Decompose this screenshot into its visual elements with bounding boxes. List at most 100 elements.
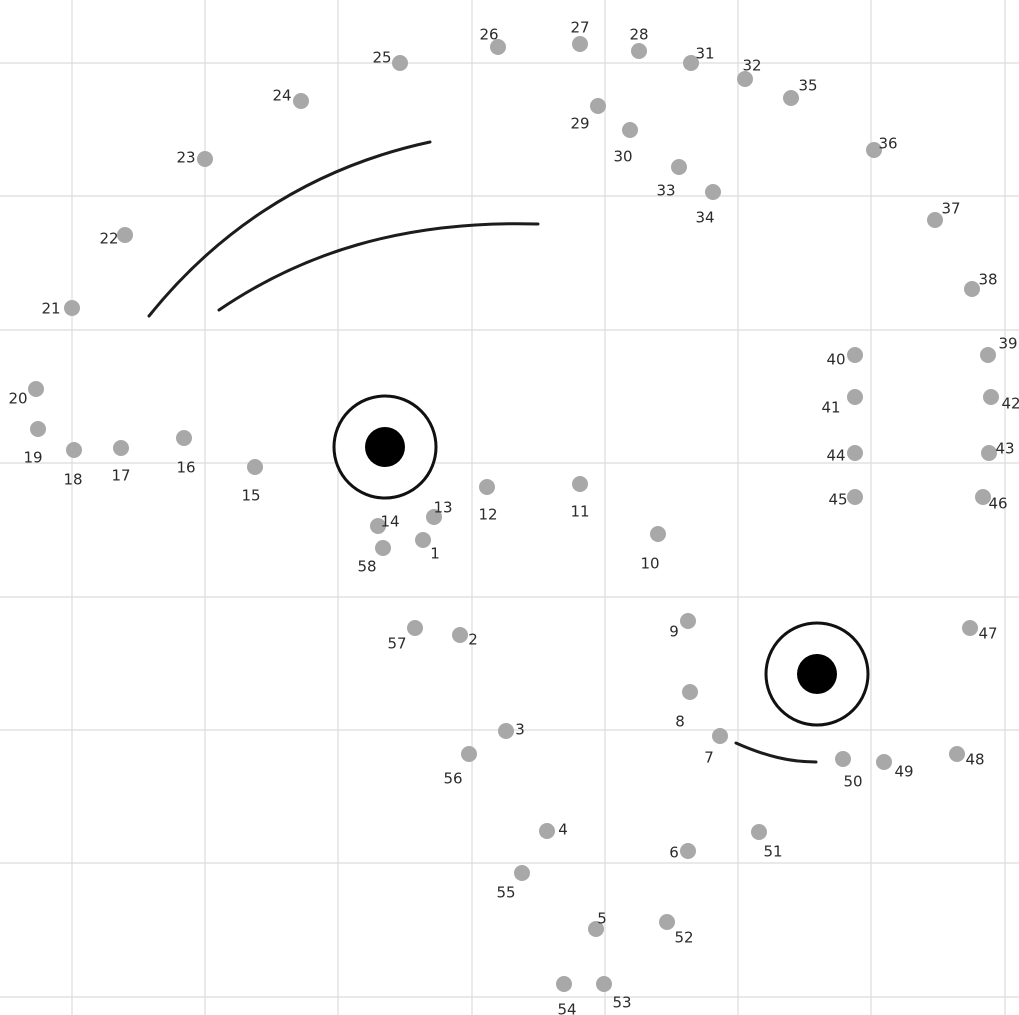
dot-marker[interactable]: [556, 976, 572, 992]
dot-6[interactable]: 6: [669, 843, 696, 862]
dot-5[interactable]: 5: [588, 910, 607, 938]
dot-marker[interactable]: [197, 151, 213, 167]
dot-marker[interactable]: [392, 55, 408, 71]
dot-marker[interactable]: [671, 159, 687, 175]
dot-3[interactable]: 3: [498, 721, 525, 740]
dot-marker[interactable]: [949, 746, 965, 762]
dot-marker[interactable]: [479, 479, 495, 495]
dot-48[interactable]: 48: [949, 746, 985, 769]
dot-46[interactable]: 46: [975, 489, 1008, 513]
dot-marker[interactable]: [113, 440, 129, 456]
dot-marker[interactable]: [737, 71, 753, 87]
dot-marker[interactable]: [293, 93, 309, 109]
dot-34[interactable]: 34: [695, 184, 721, 227]
dot-marker[interactable]: [975, 489, 991, 505]
dot-marker[interactable]: [783, 90, 799, 106]
dot-55[interactable]: 55: [496, 865, 530, 902]
dot-marker[interactable]: [247, 459, 263, 475]
dot-43[interactable]: 43: [981, 440, 1015, 462]
dot-54[interactable]: 54: [556, 976, 577, 1015]
dot-marker[interactable]: [876, 754, 892, 770]
dot-20[interactable]: 20: [8, 381, 44, 408]
dot-13[interactable]: 13: [426, 499, 453, 526]
dot-marker[interactable]: [705, 184, 721, 200]
dot-8[interactable]: 8: [675, 684, 698, 731]
dot-marker[interactable]: [751, 824, 767, 840]
dot-12[interactable]: 12: [478, 479, 498, 524]
dot-29[interactable]: 29: [570, 98, 606, 133]
dot-25[interactable]: 25: [372, 49, 408, 72]
dot-18[interactable]: 18: [63, 442, 83, 489]
dot-marker[interactable]: [866, 142, 882, 158]
dot-50[interactable]: 50: [835, 751, 863, 791]
dot-44[interactable]: 44: [826, 445, 863, 465]
dot-marker[interactable]: [596, 976, 612, 992]
dot-marker[interactable]: [980, 347, 996, 363]
dot-marker[interactable]: [981, 445, 997, 461]
dot-51[interactable]: 51: [751, 824, 783, 861]
dot-marker[interactable]: [962, 620, 978, 636]
dot-marker[interactable]: [426, 509, 442, 525]
dot-33[interactable]: 33: [656, 159, 687, 200]
dot-marker[interactable]: [927, 212, 943, 228]
dot-30[interactable]: 30: [613, 122, 638, 166]
dot-4[interactable]: 4: [539, 821, 568, 840]
dot-42[interactable]: 42: [983, 389, 1019, 413]
dot-marker[interactable]: [847, 445, 863, 461]
dot-marker[interactable]: [375, 540, 391, 556]
dot-14[interactable]: 14: [370, 513, 400, 535]
dot-marker[interactable]: [983, 389, 999, 405]
dot-marker[interactable]: [588, 921, 604, 937]
dot-marker[interactable]: [415, 532, 431, 548]
dot-marker[interactable]: [407, 620, 423, 636]
dot-marker[interactable]: [659, 914, 675, 930]
dot-marker[interactable]: [66, 442, 82, 458]
dot-49[interactable]: 49: [876, 754, 914, 781]
dot-45[interactable]: 45: [828, 489, 863, 509]
dot-marker[interactable]: [631, 43, 647, 59]
dot-37[interactable]: 37: [927, 200, 961, 229]
dot-11[interactable]: 11: [570, 476, 590, 521]
dot-marker[interactable]: [964, 281, 980, 297]
dot-17[interactable]: 17: [111, 440, 131, 485]
dot-marker[interactable]: [64, 300, 80, 316]
dot-marker[interactable]: [28, 381, 44, 397]
dot-38[interactable]: 38: [964, 271, 998, 298]
dot-19[interactable]: 19: [23, 421, 46, 467]
dot-marker[interactable]: [682, 684, 698, 700]
dot-22[interactable]: 22: [99, 227, 133, 248]
dot-marker[interactable]: [452, 627, 468, 643]
dot-marker[interactable]: [572, 476, 588, 492]
dot-marker[interactable]: [572, 36, 588, 52]
dot-36[interactable]: 36: [866, 135, 898, 159]
dot-2[interactable]: 2: [452, 627, 478, 649]
dot-marker[interactable]: [539, 823, 555, 839]
dot-47[interactable]: 47: [962, 620, 998, 643]
dot-52[interactable]: 52: [659, 914, 694, 947]
dot-58[interactable]: 58: [357, 540, 391, 576]
dot-39[interactable]: 39: [980, 335, 1018, 364]
dot-1[interactable]: 1: [415, 532, 440, 563]
dot-56[interactable]: 56: [443, 746, 477, 788]
dot-marker[interactable]: [847, 489, 863, 505]
dot-marker[interactable]: [680, 843, 696, 859]
dot-24[interactable]: 24: [272, 87, 309, 110]
dot-10[interactable]: 10: [640, 526, 666, 573]
dot-26[interactable]: 26: [479, 26, 506, 56]
dot-marker[interactable]: [117, 227, 133, 243]
dot-marker[interactable]: [498, 723, 514, 739]
dot-marker[interactable]: [590, 98, 606, 114]
dot-marker[interactable]: [176, 430, 192, 446]
dot-marker[interactable]: [847, 347, 863, 363]
dot-marker[interactable]: [680, 613, 696, 629]
dot-53[interactable]: 53: [596, 976, 632, 1012]
dot-marker[interactable]: [370, 518, 386, 534]
dot-27[interactable]: 27: [570, 19, 590, 53]
dot-23[interactable]: 23: [176, 149, 213, 168]
dot-7[interactable]: 7: [704, 728, 728, 767]
dot-35[interactable]: 35: [783, 77, 818, 107]
dot-32[interactable]: 32: [737, 57, 762, 88]
dot-28[interactable]: 28: [629, 26, 649, 60]
dot-marker[interactable]: [835, 751, 851, 767]
dot-marker[interactable]: [622, 122, 638, 138]
